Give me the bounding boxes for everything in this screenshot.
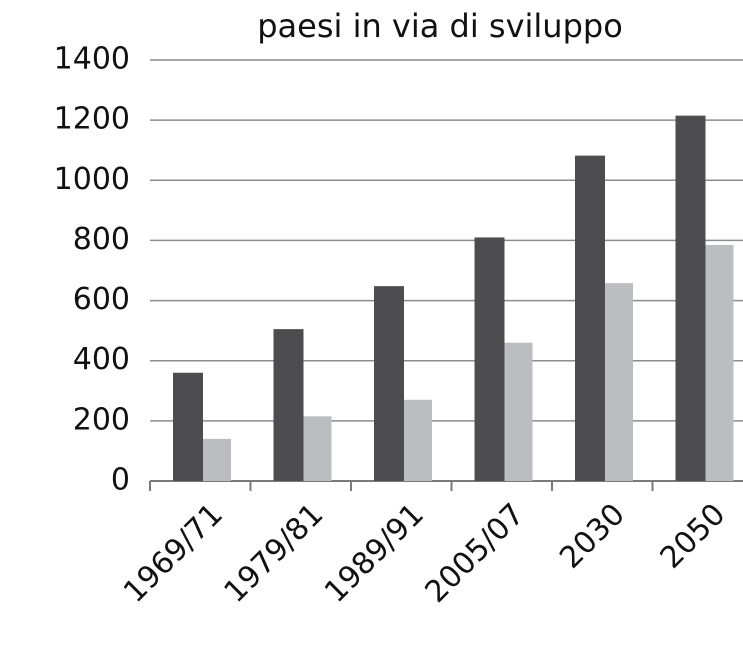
bar [675,115,706,481]
chart-title: paesi in via di sviluppo [257,7,623,45]
x-tick-label: 2005/07 [419,497,532,610]
y-tick-label: 1400 [54,42,130,77]
y-tick-label: 0 [111,463,130,498]
bar [374,286,404,481]
bar [404,399,432,481]
bar [474,237,505,481]
x-tick-label: 2030 [553,497,632,576]
bar [173,372,203,481]
bar [705,244,734,481]
y-tick-label: 400 [73,342,130,377]
bar [303,416,332,481]
x-tick-label: 1989/91 [318,497,431,610]
bar [605,283,633,481]
bar [203,438,231,481]
bar [273,329,304,481]
bar [504,342,533,481]
y-tick-label: 1200 [54,102,130,137]
x-tick-label: 1979/81 [218,497,331,610]
y-tick-label: 800 [73,222,130,257]
y-tick-label: 600 [73,282,130,317]
x-tick-label: 1969/71 [117,497,230,610]
y-tick-label: 1000 [54,162,130,197]
y-tick-label: 200 [73,402,130,437]
x-tick-label: 2050 [654,497,733,576]
bar [575,155,605,481]
